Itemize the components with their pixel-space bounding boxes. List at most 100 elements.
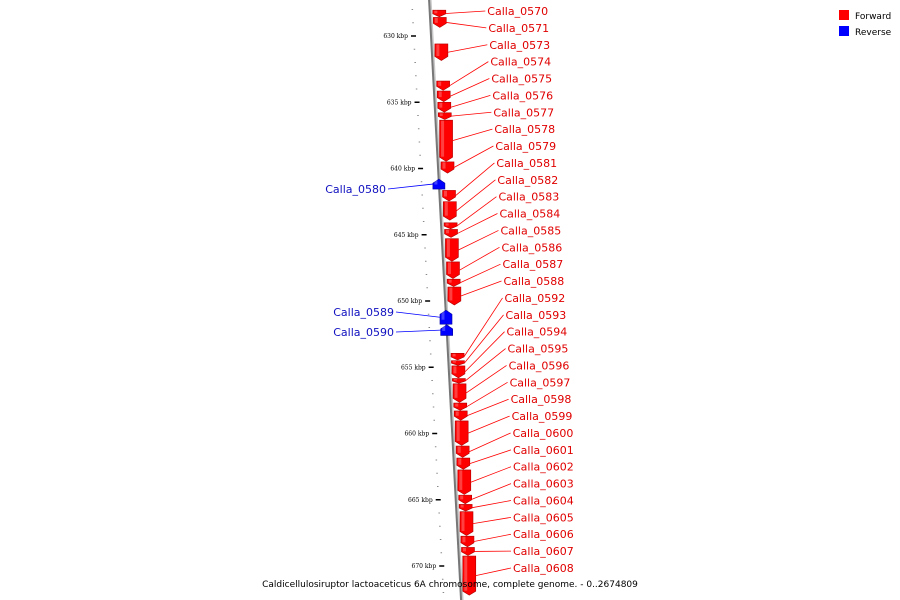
gene-arrow-calla_0575 <box>436 90 451 102</box>
gene-label-calla_0589: Calla_0589 <box>333 306 394 319</box>
gene-arrow-calla_0608 <box>462 555 477 596</box>
gene-label-calla_0580: Calla_0580 <box>325 183 386 196</box>
minor-tick <box>433 419 435 421</box>
gene-arrow-calla_0601 <box>456 457 471 470</box>
leader-line <box>465 348 506 382</box>
gene-arrow-calla_0580 <box>432 178 446 190</box>
minor-tick <box>421 194 423 196</box>
gene-label-calla_0577: Calla_0577 <box>493 106 554 119</box>
minor-tick <box>415 75 417 77</box>
minor-tick <box>428 327 431 328</box>
minor-tick <box>442 592 445 593</box>
tick-label: 650 kbp <box>397 298 422 305</box>
leader-line <box>459 263 501 284</box>
gene-arrow-calla_0593 <box>451 360 465 366</box>
gene-label-calla_0583: Calla_0583 <box>498 191 559 204</box>
minor-tick <box>413 48 416 50</box>
leader-line <box>445 10 486 14</box>
gene-label-calla_0590: Calla_0590 <box>333 326 394 339</box>
minor-tick <box>432 406 435 408</box>
major-tick <box>432 432 438 435</box>
gene-highlight <box>464 556 468 591</box>
leader-line <box>395 329 441 333</box>
gene-label-calla_0587: Calla_0587 <box>502 258 563 271</box>
gene-highlight <box>462 547 466 552</box>
gene-labels: Calla_0570 Calla_0571 Calla_0573 Calla_0574… <box>325 5 574 576</box>
gene-highlight <box>446 229 450 234</box>
gene-arrow-calla_0585 <box>445 238 459 262</box>
leader-line <box>475 567 512 576</box>
leader-line <box>458 230 499 251</box>
minor-tick <box>417 128 420 130</box>
leader-line <box>450 95 491 108</box>
gene-label-calla_0594: Calla_0594 <box>507 326 568 339</box>
minor-tick <box>422 207 424 209</box>
tick-label: 670 kbp <box>412 563 437 570</box>
gene-arrow-calla_0574 <box>436 80 450 91</box>
gene-arrow-calla_0570 <box>432 9 447 18</box>
minor-tick <box>439 539 442 540</box>
legend-swatch-reverse <box>839 26 849 36</box>
tick-label: 655 kbp <box>401 364 426 371</box>
gene-arrow-calla_0595 <box>452 378 466 384</box>
gene-label-calla_0600: Calla_0600 <box>513 427 574 440</box>
major-tick <box>414 101 420 103</box>
minor-tick <box>418 141 421 143</box>
gene-label-calla_0593: Calla_0593 <box>506 309 567 322</box>
gene-highlight <box>439 102 443 108</box>
major-tick <box>418 167 424 170</box>
leader-line <box>468 415 510 434</box>
minor-tick <box>435 459 438 461</box>
gene-label-calla_0601: Calla_0601 <box>513 444 574 457</box>
gene-arrow-calla_0598 <box>453 410 468 421</box>
gene-arrow-calla_0590 <box>440 324 453 336</box>
major-tick <box>428 366 434 368</box>
gene-label-calla_0603: Calla_0603 <box>513 478 574 491</box>
gene-highlight <box>439 113 443 116</box>
major-tick <box>425 300 431 302</box>
gene-label-calla_0576: Calla_0576 <box>492 89 553 102</box>
gene-arrow-calla_0581 <box>442 190 456 202</box>
gene-label-calla_0598: Calla_0598 <box>511 393 572 406</box>
gene-label-calla_0608: Calla_0608 <box>513 562 574 575</box>
minor-tick <box>424 247 426 249</box>
legend-label-reverse: Reverse <box>855 28 892 38</box>
leader-line <box>460 280 502 297</box>
major-tick <box>435 499 441 501</box>
minor-tick <box>411 9 414 10</box>
leader-line <box>387 183 433 190</box>
gene-label-calla_0607: Calla_0607 <box>513 545 574 558</box>
gene-arrow-calla_0607 <box>461 547 475 556</box>
gene-arrow-calla_0596 <box>452 383 467 403</box>
gene-label-calla_0571: Calla_0571 <box>488 22 549 35</box>
gene-arrow-calla_0587 <box>446 278 461 287</box>
gene-highlight <box>446 239 450 257</box>
gene-label-calla_0599: Calla_0599 <box>512 410 573 423</box>
gene-arrow-calla_0582 <box>443 201 457 221</box>
tick-label: 635 kbp <box>387 99 412 106</box>
gene-label-calla_0604: Calla_0604 <box>513 494 574 507</box>
leader-line <box>447 44 488 53</box>
leader-line <box>456 196 497 227</box>
backbone-shadow <box>429 0 464 600</box>
gene-arrow-calla_0578 <box>439 119 453 162</box>
minor-tick <box>425 274 428 275</box>
gene-highlight <box>434 10 438 14</box>
gene-arrow-calla_0571 <box>432 17 447 28</box>
gene-highlight <box>453 379 457 381</box>
gene-label-calla_0592: Calla_0592 <box>505 292 566 305</box>
gene-highlight <box>445 223 449 226</box>
tick-label: 630 kbp <box>383 33 408 40</box>
gene-highlight <box>457 446 461 453</box>
leader-line <box>470 466 512 483</box>
gene-arrow-calla_0600 <box>455 445 470 458</box>
tick-label: 665 kbp <box>408 497 433 504</box>
major-tick <box>439 565 445 567</box>
gene-label-calla_0574: Calla_0574 <box>490 56 551 69</box>
gene-arrow-calla_0576 <box>437 101 452 113</box>
gene-label-calla_0597: Calla_0597 <box>510 376 571 389</box>
tick-label: 660 kbp <box>404 431 429 438</box>
gene-arrow-calla_0577 <box>437 112 452 120</box>
gene-label-calla_0570: Calla_0570 <box>487 5 548 18</box>
gene-highlight <box>460 504 464 508</box>
